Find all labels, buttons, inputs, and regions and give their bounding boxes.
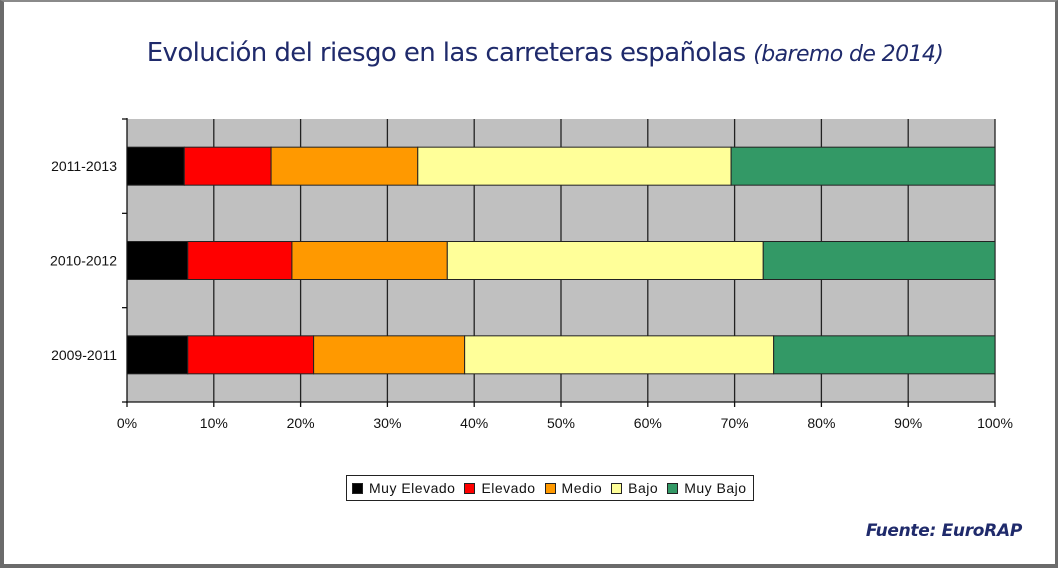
bar-segment-elevado (183, 146, 272, 186)
legend-swatch (352, 482, 363, 494)
chart-title: Evolución del riesgo en las carreteras e… (0, 38, 1058, 68)
chart-subtitle: (baremo de 2014) (753, 42, 944, 67)
x-tick-label: 50% (547, 415, 575, 431)
legend-label: Bajo (628, 480, 659, 496)
bar-segment-bajo (464, 335, 775, 375)
x-tick-label: 20% (287, 415, 315, 431)
legend-swatch (464, 482, 476, 494)
bar-segment-elevado (187, 241, 293, 280)
x-tick-label: 60% (634, 415, 662, 431)
legend-item: Medio (544, 480, 603, 496)
legend-swatch (544, 482, 556, 494)
y-tick-label: 2009-2011 (51, 347, 117, 363)
x-tick-label: 40% (460, 415, 488, 431)
x-tick-label: 10% (200, 415, 228, 431)
legend-item: Muy Bajo (667, 480, 746, 496)
bar-segment-muy-elevado (126, 241, 189, 280)
legend-swatch (611, 482, 623, 494)
bar-segment-muy-bajo (773, 335, 996, 375)
x-tick-label: 100% (977, 415, 1013, 431)
chart-title-main: Evolución del riesgo en las carreteras e… (146, 38, 746, 68)
legend-label: Muy Bajo (684, 480, 747, 496)
bar-segment-muy-bajo (730, 146, 996, 186)
legend-item: Elevado (464, 480, 535, 496)
legend-item: Muy Elevado (352, 480, 455, 496)
x-tick-label: 80% (807, 415, 835, 431)
y-tick-label: 2010-2012 (50, 253, 117, 269)
bar-segment-muy-elevado (126, 146, 185, 186)
y-tick-label: 2011-2013 (51, 158, 117, 174)
legend-label: Medio (561, 480, 603, 496)
source-note: Fuente: EuroRAP (865, 521, 1022, 541)
bar-segment-bajo (417, 146, 732, 186)
bar-segment-medio (313, 335, 466, 375)
bar-segment-medio (270, 146, 419, 186)
x-tick-label: 70% (721, 415, 749, 431)
x-tick-label: 0% (117, 415, 137, 431)
bar-segment-muy-elevado (126, 335, 189, 375)
legend-swatch (667, 482, 679, 494)
legend-item: Bajo (611, 480, 658, 496)
bar-segment-medio (291, 241, 448, 280)
bar-segment-elevado (187, 335, 315, 375)
legend-label: Muy Elevado (369, 480, 456, 496)
x-tick-label: 90% (894, 415, 922, 431)
legend-label: Elevado (481, 480, 536, 496)
bar-segment-bajo (446, 241, 764, 280)
chart-legend: Muy Elevado Elevado Medio Bajo Muy Bajo (346, 475, 754, 501)
x-tick-label: 30% (373, 415, 401, 431)
bar-segment-muy-bajo (762, 241, 996, 280)
